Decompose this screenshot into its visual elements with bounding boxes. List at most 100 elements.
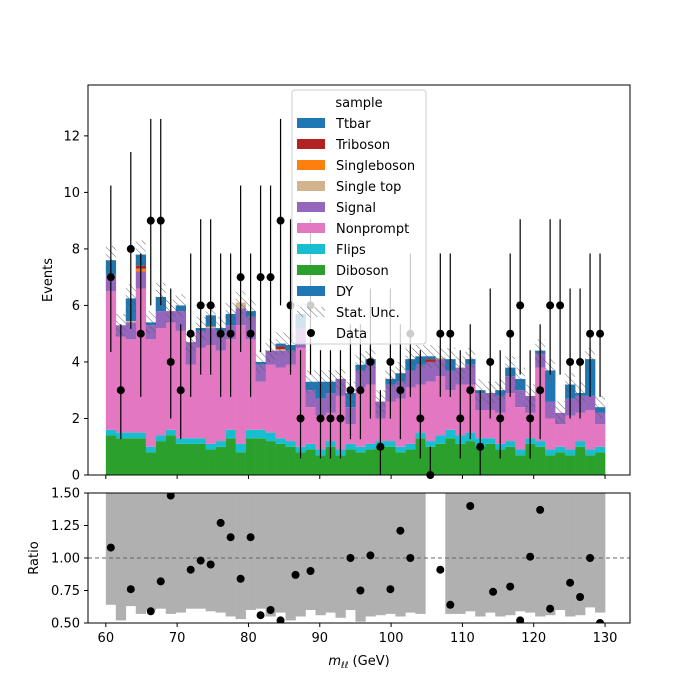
bar-diboson — [455, 443, 466, 475]
bar-nonprompt — [155, 328, 167, 436]
data-point — [396, 386, 405, 395]
ratio-point — [306, 567, 315, 575]
stat-unc-band-bin — [555, 401, 566, 425]
bar-flips — [405, 443, 416, 450]
bar-diboson — [305, 449, 316, 475]
ratio-band-bin — [455, 493, 466, 614]
bar-diboson — [335, 455, 346, 475]
bar-diboson — [255, 438, 266, 475]
bar-nonprompt — [265, 364, 276, 433]
bar-flips — [245, 429, 256, 439]
ratio-band-bin — [405, 493, 416, 613]
main-y-tick-label: 8 — [72, 242, 80, 257]
stat-unc-band-bin — [515, 367, 526, 391]
data-point — [326, 414, 335, 423]
legend-swatch — [297, 139, 325, 149]
ratio-band-bin — [585, 493, 596, 608]
bar-diboson — [365, 449, 376, 475]
ratio-band-bin — [165, 493, 177, 614]
ratio-band-bin — [345, 493, 356, 610]
ratio-x-axis: 60 70 80 90 100 110 120 130 — [98, 623, 618, 646]
ratio-x-tick-label: 130 — [593, 631, 618, 646]
data-point — [316, 414, 325, 423]
bar-flips — [505, 441, 516, 447]
legend-label: Single top — [336, 180, 401, 195]
bar-flips — [175, 438, 187, 444]
bar-flips — [545, 449, 556, 456]
bar-nonprompt — [205, 345, 216, 444]
bar-diboson — [155, 441, 167, 475]
data-point — [166, 357, 175, 366]
ratio-point — [386, 585, 395, 594]
ratio-y-tick-label: 1.50 — [51, 487, 80, 502]
data-point — [356, 386, 365, 395]
bar-diboson — [585, 455, 596, 475]
ratio-point — [516, 616, 525, 623]
ratio-band-bin — [565, 493, 576, 617]
bar-flips — [125, 432, 137, 439]
bar-diboson — [285, 446, 296, 475]
bar-nonprompt — [275, 367, 286, 439]
main-y-axis-label: Events — [41, 258, 56, 302]
bar-diboson — [235, 452, 246, 475]
ratio-point — [546, 604, 555, 613]
bar-flips — [395, 446, 406, 453]
legend-label: Triboson — [335, 138, 390, 153]
bar-flips — [535, 441, 546, 447]
bar-diboson — [515, 455, 526, 475]
main-y-tick-label: 12 — [63, 129, 80, 144]
ratio-point — [436, 565, 445, 574]
bar-nonprompt — [545, 418, 556, 450]
data-point — [486, 357, 495, 366]
bar-signal — [175, 311, 187, 331]
ratio-y-axis-label: Ratio — [27, 541, 42, 574]
legend-box — [291, 89, 427, 345]
ratio-band-bin — [175, 493, 187, 613]
bar-flips — [445, 429, 456, 439]
bar-signal — [155, 311, 167, 329]
bar-flips — [585, 449, 596, 456]
ratio-band-bin — [285, 493, 296, 621]
bar-diboson — [525, 443, 536, 475]
data-point — [466, 386, 475, 395]
ratio-band-bin — [415, 493, 426, 614]
data-point — [386, 357, 395, 366]
ratio-point — [246, 533, 255, 542]
stat-unc-band-bin — [425, 345, 436, 368]
bar-nonprompt — [405, 387, 416, 444]
bar-diboson — [595, 452, 606, 475]
bar-nonprompt — [185, 364, 196, 439]
data-point — [266, 273, 275, 282]
bar-diboson — [315, 455, 326, 475]
bar-nonprompt — [305, 407, 316, 444]
legend-label: Signal — [336, 201, 376, 216]
bar-flips — [515, 449, 526, 456]
stat-unc-band-bin — [255, 350, 266, 374]
bar-diboson — [125, 438, 137, 475]
bar-flips — [355, 446, 366, 453]
ratio-band-bin — [185, 493, 196, 609]
data-point — [136, 329, 145, 338]
bar-diboson — [485, 443, 496, 475]
data-point — [496, 414, 505, 423]
ratio-band-bin — [255, 493, 266, 609]
ratio-point — [406, 554, 415, 562]
bar-diboson — [445, 438, 456, 475]
legend-label: Nonprompt — [336, 222, 409, 237]
ratio-point — [196, 556, 205, 565]
ratio-point — [266, 606, 275, 614]
ratio-band-bin — [515, 493, 526, 612]
ratio-point — [526, 552, 535, 561]
bar-diboson — [175, 443, 187, 475]
ratio-point — [216, 518, 225, 527]
ratio-y-tick-label: 1.25 — [51, 519, 80, 534]
bar-nonprompt — [385, 401, 396, 442]
ratio-point — [366, 551, 375, 560]
bar-diboson — [265, 441, 276, 475]
main-x-axis — [105, 475, 606, 479]
bar-diboson — [395, 452, 406, 475]
ratio-y-tick-label: 0.50 — [51, 617, 80, 632]
bar-diboson — [575, 446, 586, 475]
bar-diboson — [465, 441, 476, 475]
